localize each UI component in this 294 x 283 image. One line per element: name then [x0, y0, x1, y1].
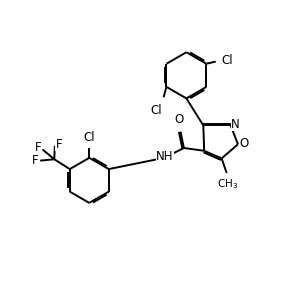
- Text: CH$_3$: CH$_3$: [217, 177, 238, 191]
- Text: F: F: [35, 141, 42, 154]
- Text: Cl: Cl: [151, 104, 162, 117]
- Text: N: N: [231, 118, 240, 131]
- Text: Cl: Cl: [221, 54, 233, 67]
- Text: O: O: [175, 113, 184, 126]
- Text: O: O: [239, 137, 248, 150]
- Text: F: F: [56, 138, 62, 151]
- Text: NH: NH: [156, 151, 173, 164]
- Text: Cl: Cl: [83, 131, 95, 144]
- Text: F: F: [32, 154, 39, 167]
